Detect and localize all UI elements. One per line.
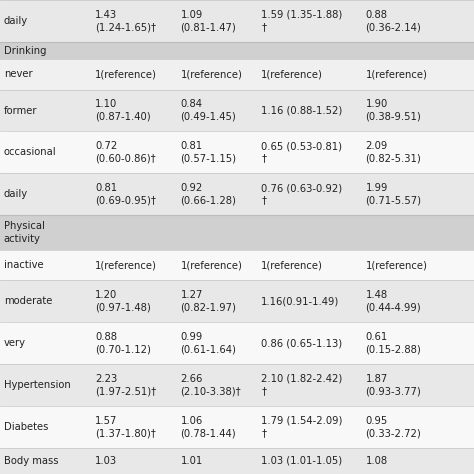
Bar — [0, 90, 474, 131]
Text: former: former — [4, 106, 37, 116]
Text: 1.03: 1.03 — [95, 456, 118, 466]
Text: moderate: moderate — [4, 296, 52, 306]
Text: 0.65 (0.53-0.81)
†: 0.65 (0.53-0.81) † — [261, 141, 342, 164]
Text: 1.59 (1.35-1.88)
†: 1.59 (1.35-1.88) † — [261, 10, 342, 32]
Bar — [0, 364, 474, 406]
Text: 0.99
(0.61-1.64): 0.99 (0.61-1.64) — [181, 332, 237, 355]
Bar — [0, 42, 474, 59]
Text: 0.81
(0.57-1.15): 0.81 (0.57-1.15) — [181, 141, 237, 164]
Text: 1(reference): 1(reference) — [95, 70, 157, 80]
Text: 1.48
(0.44-4.99): 1.48 (0.44-4.99) — [365, 290, 421, 312]
Text: 1.90
(0.38-9.51): 1.90 (0.38-9.51) — [365, 100, 421, 122]
Bar — [0, 250, 474, 280]
Text: 1.01: 1.01 — [181, 456, 203, 466]
Text: 1.99
(0.71-5.57): 1.99 (0.71-5.57) — [365, 183, 421, 205]
Text: never: never — [4, 70, 32, 80]
Text: inactive: inactive — [4, 260, 44, 270]
Text: 1.20
(0.97-1.48): 1.20 (0.97-1.48) — [95, 290, 151, 312]
Text: daily: daily — [4, 189, 28, 199]
Text: 1.87
(0.93-3.77): 1.87 (0.93-3.77) — [365, 374, 421, 396]
Text: 0.95
(0.33-2.72): 0.95 (0.33-2.72) — [365, 416, 421, 438]
Text: 1.16(0.91-1.49): 1.16(0.91-1.49) — [261, 296, 339, 306]
Text: 2.10 (1.82-2.42)
†: 2.10 (1.82-2.42) † — [261, 374, 342, 396]
Text: 2.23
(1.97-2.51)†: 2.23 (1.97-2.51)† — [95, 374, 156, 396]
Text: 1(reference): 1(reference) — [261, 260, 323, 270]
Text: 1.08: 1.08 — [365, 456, 388, 466]
Text: 1(reference): 1(reference) — [261, 70, 323, 80]
Text: 1(reference): 1(reference) — [181, 260, 243, 270]
Bar — [0, 215, 474, 250]
Text: 1.09
(0.81-1.47): 1.09 (0.81-1.47) — [181, 10, 237, 32]
Text: 2.66
(2.10-3.38)†: 2.66 (2.10-3.38)† — [181, 374, 241, 396]
Text: 0.81
(0.69-0.95)†: 0.81 (0.69-0.95)† — [95, 183, 156, 205]
Text: 0.84
(0.49-1.45): 0.84 (0.49-1.45) — [181, 100, 237, 122]
Bar — [0, 448, 474, 474]
Bar — [0, 0, 474, 42]
Text: 0.61
(0.15-2.88): 0.61 (0.15-2.88) — [365, 332, 421, 355]
Text: 1(reference): 1(reference) — [95, 260, 157, 270]
Text: 1(reference): 1(reference) — [365, 260, 428, 270]
Text: daily: daily — [4, 16, 28, 26]
Text: 0.86 (0.65-1.13): 0.86 (0.65-1.13) — [261, 338, 342, 348]
Text: 1.43
(1.24-1.65)†: 1.43 (1.24-1.65)† — [95, 10, 156, 32]
Text: Body mass: Body mass — [4, 456, 58, 466]
Text: 0.92
(0.66-1.28): 0.92 (0.66-1.28) — [181, 183, 237, 205]
Bar — [0, 131, 474, 173]
Bar — [0, 173, 474, 215]
Bar — [0, 59, 474, 90]
Text: 1(reference): 1(reference) — [365, 70, 428, 80]
Text: occasional: occasional — [4, 147, 56, 157]
Text: 1.03 (1.01-1.05): 1.03 (1.01-1.05) — [261, 456, 342, 466]
Bar — [0, 406, 474, 448]
Text: 1.06
(0.78-1.44): 1.06 (0.78-1.44) — [181, 416, 236, 438]
Text: 0.72
(0.60-0.86)†: 0.72 (0.60-0.86)† — [95, 141, 156, 164]
Bar — [0, 322, 474, 364]
Text: very: very — [4, 338, 26, 348]
Text: 1.57
(1.37-1.80)†: 1.57 (1.37-1.80)† — [95, 416, 156, 438]
Text: 2.09
(0.82-5.31): 2.09 (0.82-5.31) — [365, 141, 421, 164]
Text: 0.88
(0.36-2.14): 0.88 (0.36-2.14) — [365, 10, 421, 32]
Text: Physical
activity: Physical activity — [4, 221, 45, 244]
Text: 1.10
(0.87-1.40): 1.10 (0.87-1.40) — [95, 100, 151, 122]
Text: Diabetes: Diabetes — [4, 422, 48, 432]
Text: 1.16 (0.88-1.52): 1.16 (0.88-1.52) — [261, 106, 342, 116]
Text: 1.79 (1.54-2.09)
†: 1.79 (1.54-2.09) † — [261, 416, 343, 438]
Text: 0.88
(0.70-1.12): 0.88 (0.70-1.12) — [95, 332, 151, 355]
Text: Hypertension: Hypertension — [4, 380, 71, 390]
Text: 1.27
(0.82-1.97): 1.27 (0.82-1.97) — [181, 290, 237, 312]
Bar — [0, 280, 474, 322]
Text: Drinking: Drinking — [4, 46, 46, 55]
Text: 0.76 (0.63-0.92)
†: 0.76 (0.63-0.92) † — [261, 183, 342, 205]
Text: 1(reference): 1(reference) — [181, 70, 243, 80]
